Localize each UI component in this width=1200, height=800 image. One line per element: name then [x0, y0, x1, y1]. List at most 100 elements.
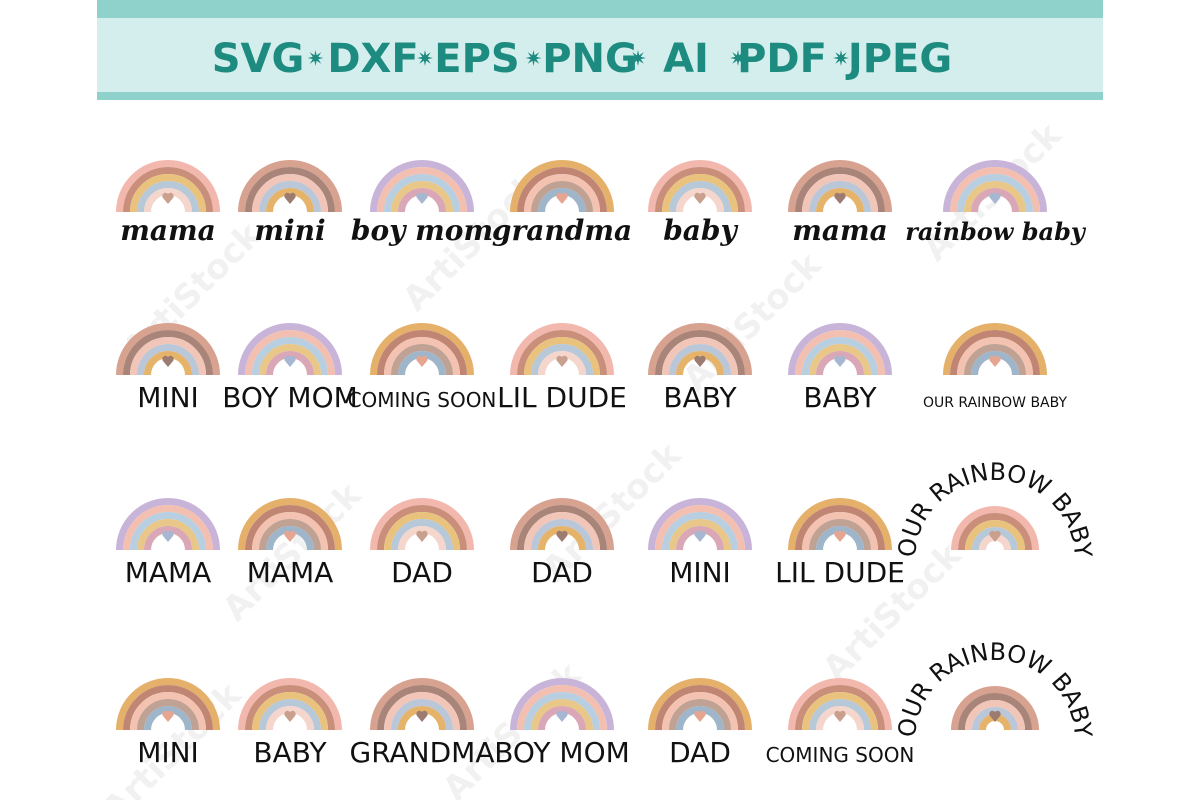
rainbow-design: DAD [648, 678, 752, 769]
separator-star [833, 50, 849, 66]
rainbow-band [144, 351, 192, 376]
rainbow-design: mama [788, 160, 892, 247]
design-label: mama [120, 214, 216, 247]
rainbow-band [648, 323, 752, 376]
rainbow-band [816, 706, 864, 731]
heart [694, 355, 706, 367]
rainbow-band [669, 699, 731, 731]
rainbow-design: MAMA [238, 498, 342, 589]
rainbow-design: BABY [238, 678, 342, 769]
rainbow-band [655, 167, 745, 213]
rainbow-band [958, 693, 1032, 731]
format-label: PNG [542, 36, 638, 82]
separator-star [307, 50, 324, 66]
format-label: JPEG [845, 36, 952, 82]
rainbow-band [370, 498, 474, 551]
rainbow-design: COMING SOON [766, 678, 914, 767]
rainbow-band [510, 678, 614, 731]
heart [162, 530, 174, 542]
rainbow-band [252, 692, 328, 731]
design-label: MINI [669, 556, 731, 589]
heart [556, 192, 568, 204]
rainbow-band [950, 330, 1040, 376]
format-label: PDF [737, 36, 827, 82]
watermark: ArtiStock [215, 474, 370, 629]
rainbow-band [130, 337, 206, 376]
rainbow-band [370, 678, 474, 731]
rainbow-band [384, 512, 460, 551]
rainbow-band [795, 685, 885, 731]
rainbow-band [517, 685, 607, 731]
heart [284, 355, 296, 367]
rainbow-design: OUR RAINBOW BABY [893, 458, 1098, 559]
heart [834, 192, 846, 204]
heart [556, 710, 568, 722]
rainbow-band [259, 699, 321, 731]
rainbow-design: MINI [116, 323, 220, 414]
design-label: DAD [531, 556, 593, 589]
rainbow-design: mini [238, 160, 342, 247]
rainbow-design: DAD [510, 498, 614, 589]
format-label: SVG [212, 36, 305, 82]
format-label: AI [663, 36, 709, 82]
rainbow-band [144, 188, 192, 213]
rainbow-band [531, 344, 593, 376]
rainbow-band [662, 692, 738, 731]
rainbow-band [245, 685, 335, 731]
rainbow-band [809, 181, 871, 213]
rainbow-band [531, 181, 593, 213]
rainbow-band [971, 351, 1019, 376]
design-label: BABY [663, 381, 737, 414]
heart [284, 710, 296, 722]
heart [416, 710, 428, 722]
rainbow-band [965, 520, 1025, 551]
rainbow-band [391, 181, 453, 213]
rainbow-band [123, 505, 213, 551]
design-label: COMING SOON [348, 388, 497, 412]
rainbow-band [123, 167, 213, 213]
rainbow-band [245, 167, 335, 213]
rainbow-band [648, 678, 752, 731]
rainbow-band [802, 692, 878, 731]
rainbow-band [517, 505, 607, 551]
heart [162, 355, 174, 367]
rainbow-design: DAD [370, 498, 474, 589]
rainbow-design: OUR RAINBOW BABY [893, 638, 1098, 739]
rainbow-band [648, 160, 752, 213]
rainbow-design: GRANDMA [350, 678, 495, 769]
rainbow-band [391, 519, 453, 551]
rainbow-band [370, 323, 474, 376]
rainbow-band [816, 188, 864, 213]
design-label: boy mom [351, 214, 493, 247]
separator-star [417, 50, 433, 66]
heart [694, 530, 706, 542]
rainbow-band [144, 706, 192, 731]
rainbow-band [130, 692, 206, 731]
rainbow-design: BABY [648, 323, 752, 414]
rainbow-band [662, 337, 738, 376]
design-label: rainbow baby [905, 217, 1087, 246]
rainbow-band [123, 685, 213, 731]
heart [284, 192, 296, 204]
rainbow-band [669, 181, 731, 213]
heart [834, 530, 846, 542]
rainbow-design: MINI [648, 498, 752, 589]
design-label: baby [663, 214, 738, 247]
rainbow-band [809, 519, 871, 551]
rainbow-band [116, 678, 220, 731]
rainbow-design: grandma [492, 160, 632, 247]
rainbow-design: baby [648, 160, 752, 247]
design-label: MAMA [247, 556, 334, 589]
rainbow-band [958, 513, 1032, 551]
rainbow-band [802, 512, 878, 551]
rainbow-band [655, 330, 745, 376]
design-label: grandma [492, 214, 632, 247]
rainbow-band [971, 188, 1019, 213]
rainbow-design: boy mom [351, 160, 493, 247]
rainbow-band [809, 344, 871, 376]
rainbow-band [524, 692, 600, 731]
design-label: MINI [137, 381, 199, 414]
rainbow-band [245, 330, 335, 376]
rainbow-design: MINI [116, 678, 220, 769]
rainbow-band [524, 512, 600, 551]
